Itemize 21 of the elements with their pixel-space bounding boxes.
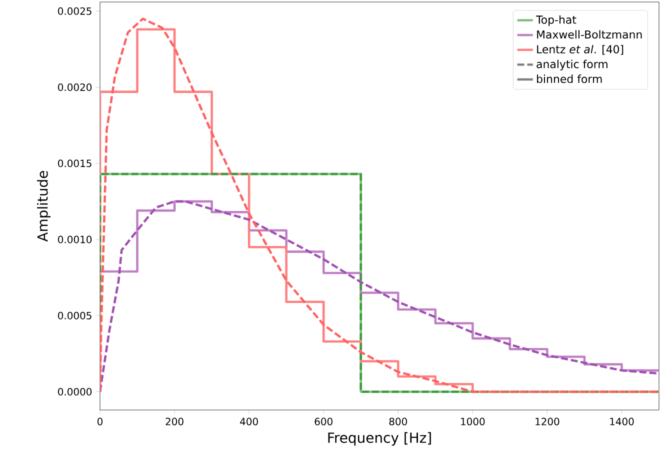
x-tick-label: 200: [166, 418, 184, 426]
x-tick-label: 1200: [536, 418, 560, 426]
y-tick-label: 0.0000: [58, 388, 92, 396]
x-tick-label: 0: [97, 418, 103, 426]
y-axis-title: Amplitude: [37, 170, 51, 242]
x-tick-label: 800: [389, 418, 407, 426]
y-tick-label: 0.0005: [58, 312, 92, 320]
legend-label: Top-hat: [536, 15, 576, 26]
y-tick-label: 0.0010: [58, 236, 92, 244]
x-tick-label: 1000: [461, 418, 485, 426]
legend-label: Lentz et al. [40]: [537, 44, 624, 55]
x-tick-label: 600: [314, 418, 332, 426]
legend-label: binned form: [537, 74, 602, 84]
x-tick-label: 400: [240, 418, 258, 426]
x-axis-title: Frequency [Hz]: [328, 432, 431, 446]
legend-label: Maxwell-Boltzmann: [537, 30, 642, 39]
y-tick-label: 0.0020: [58, 83, 92, 92]
legend-label: analytic form: [536, 60, 608, 70]
y-tick-label: 0.0025: [58, 7, 92, 15]
x-tick-label: 1400: [610, 418, 634, 426]
y-tick-label: 0.0015: [58, 160, 92, 168]
